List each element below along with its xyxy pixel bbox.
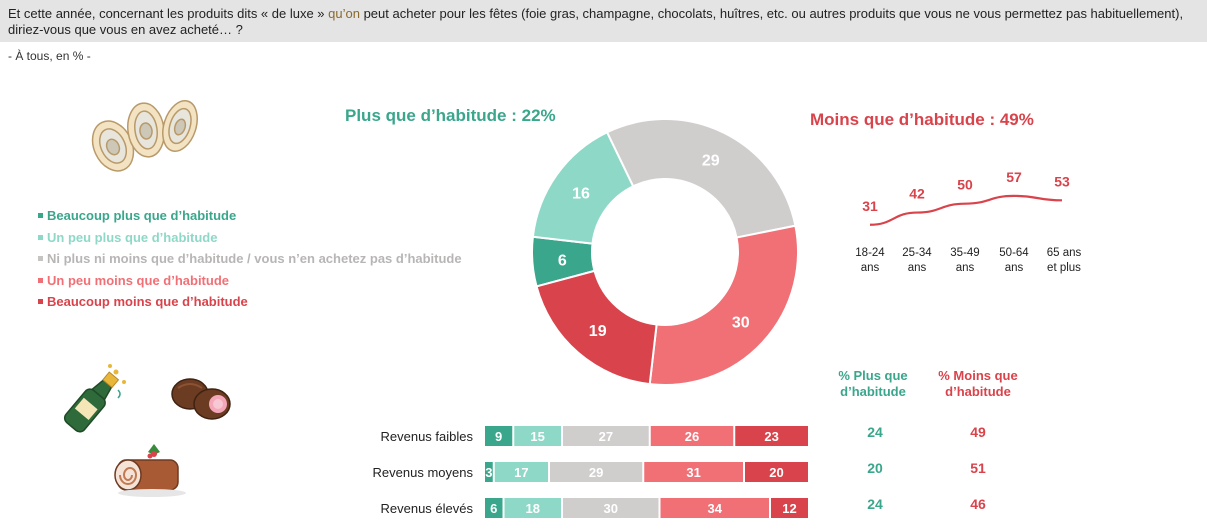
age-tick-label: ans	[861, 262, 880, 274]
bar-segment-un-peu-plus	[504, 498, 561, 518]
bar-segment-beaucoup-plus	[485, 462, 493, 482]
age-tick-label: ans	[956, 262, 975, 274]
bar-segment-beaucoup-plus	[485, 426, 513, 446]
legend-swatch	[38, 277, 43, 283]
donut-slice-beaucoup-moins	[535, 269, 658, 386]
age-tick-label: et plus	[1047, 262, 1081, 274]
age-line-chart: 31 42 50 57 53 18-24 ans 25-34 ans 35-49 ans 50-64 a…	[855, 169, 1082, 274]
question-banner: Et cette année, concernant les produits …	[0, 0, 1207, 42]
age-value-label: 42	[909, 186, 925, 202]
moins-total-value: 49	[970, 424, 986, 440]
donut-label-un-peu-moins: 30	[732, 315, 750, 332]
age-tick-label: ans	[1005, 262, 1024, 274]
champagne-icon	[63, 364, 126, 433]
bar-segment-un-peu-moins	[650, 426, 734, 446]
legend-swatch	[38, 299, 43, 304]
question-text-after: peut acheter pour les fêtes (foie gras, …	[8, 6, 1184, 37]
col-head-plus-line1: % Plus que	[838, 368, 908, 383]
chocolates-icon	[171, 378, 231, 420]
age-tick-label: 65 ans	[1047, 247, 1082, 259]
bar-segment-beaucoup-moins	[745, 462, 808, 482]
col-head-moins: % Moins que d’habitude	[926, 368, 1030, 400]
col-head-moins-line1: % Moins que	[938, 368, 1018, 383]
col-head-plus: % Plus que d’habitude	[825, 368, 921, 400]
age-tick-label: 25-34	[902, 247, 932, 259]
moins-total-value: 46	[970, 496, 986, 512]
bar-segment-ni-plus-ni-moins	[563, 498, 659, 518]
legend-item-beaucoup-moins: Beaucoup moins que d’habitude	[38, 291, 462, 313]
bar-segment-ni-plus-ni-moins	[563, 426, 649, 446]
bar-segment-label: 20	[769, 465, 783, 480]
age-value-label: 50	[957, 177, 973, 193]
age-value-label: 57	[1006, 169, 1022, 185]
legend-item-un-peu-moins: Un peu moins que d’habitude	[38, 270, 462, 292]
bar-row-label: Revenus moyens	[373, 465, 474, 480]
age-value-label: 31	[862, 198, 878, 214]
legend-item-un-peu-plus: Un peu plus que d’habitude	[38, 227, 462, 249]
donut-label-beaucoup-moins: 19	[589, 323, 607, 340]
age-tick-label: ans	[908, 262, 927, 274]
col-head-moins-line2: d’habitude	[945, 384, 1011, 399]
age-tick-label: 35-49	[950, 247, 979, 259]
donut-slice-un-peu-moins	[648, 224, 799, 386]
donut-label-ni-plus-ni-moins: 29	[702, 153, 720, 170]
legend-swatch	[38, 213, 43, 218]
donut-chart: 6 16 29 30 19	[531, 118, 799, 386]
bar-segment-label: 6	[490, 501, 497, 516]
legend-item-beaucoup-plus: Beaucoup plus que d’habitude	[38, 205, 462, 227]
bar-row-label: Revenus faibles	[381, 429, 474, 444]
bar-segment-label: 29	[589, 465, 603, 480]
bar-segment-label: 31	[686, 465, 700, 480]
bar-segment-un-peu-plus	[514, 426, 561, 446]
bar-segment-un-peu-moins	[644, 462, 743, 482]
legend-swatch	[38, 234, 43, 240]
summary-moins-title: Moins que d’habitude : 49%	[810, 110, 1034, 129]
bar-segment-label: 17	[514, 465, 528, 480]
oysters-icon	[91, 100, 198, 172]
chart-legend: Beaucoup plus que d’habitude Un peu plus…	[38, 205, 462, 313]
bar-segment-label: 9	[495, 429, 502, 444]
bar-segment-label: 30	[604, 501, 618, 516]
donut-label-un-peu-plus: 16	[572, 185, 590, 202]
base-note: - À tous, en % -	[8, 49, 91, 63]
bar-segment-label: 26	[685, 429, 699, 444]
bar-segment-label: 12	[782, 501, 796, 516]
bar-segment-un-peu-moins	[660, 498, 769, 518]
plus-total-value: 20	[867, 460, 883, 476]
age-tick-label: 18-24	[855, 247, 885, 259]
moins-total-value: 51	[970, 460, 986, 476]
summary-plus-title: Plus que d’habitude : 22%	[345, 106, 556, 125]
bar-segment-un-peu-plus	[494, 462, 548, 482]
legend-item-ni-plus-ni-moins: Ni plus ni moins que d’habitude / vous n…	[38, 248, 462, 270]
plus-total-value: 24	[867, 496, 883, 512]
col-head-plus-line2: d’habitude	[840, 384, 906, 399]
bar-segment-label: 27	[599, 429, 613, 444]
question-text-highlight: qu’on	[328, 6, 360, 21]
bar-segment-ni-plus-ni-moins	[550, 462, 643, 482]
legend-label: Beaucoup moins que d’habitude	[47, 294, 248, 309]
bar-segment-beaucoup-moins	[735, 426, 808, 446]
legend-label: Un peu moins que d’habitude	[47, 272, 229, 288]
question-text-before: Et cette année, concernant les produits …	[8, 6, 329, 21]
legend-label: Beaucoup plus que d’habitude	[47, 208, 237, 223]
bar-row-label: Revenus élevés	[381, 501, 474, 516]
bar-segment-label: 18	[526, 501, 540, 516]
legend-label: Ni plus ni moins que d’habitude / vous n…	[47, 251, 462, 266]
donut-label-beaucoup-plus: 6	[558, 253, 567, 270]
bar-segment-label: 15	[530, 429, 544, 444]
bar-segment-label: 3	[485, 465, 492, 480]
yule-log-icon	[114, 444, 186, 497]
legend-label: Un peu plus que d’habitude	[47, 229, 218, 245]
age-series-line	[869, 194, 1063, 226]
age-tick-label: 50-64	[999, 247, 1029, 259]
legend-swatch	[38, 256, 43, 261]
bar-segment-beaucoup-moins	[771, 498, 808, 518]
plus-total-value: 24	[867, 424, 883, 440]
donut-slice-ni-plus-ni-moins	[605, 118, 797, 239]
bar-segment-beaucoup-plus	[485, 498, 503, 518]
bar-segment-label: 23	[764, 429, 778, 444]
age-value-label: 53	[1054, 173, 1070, 189]
bar-segment-label: 34	[708, 501, 723, 516]
